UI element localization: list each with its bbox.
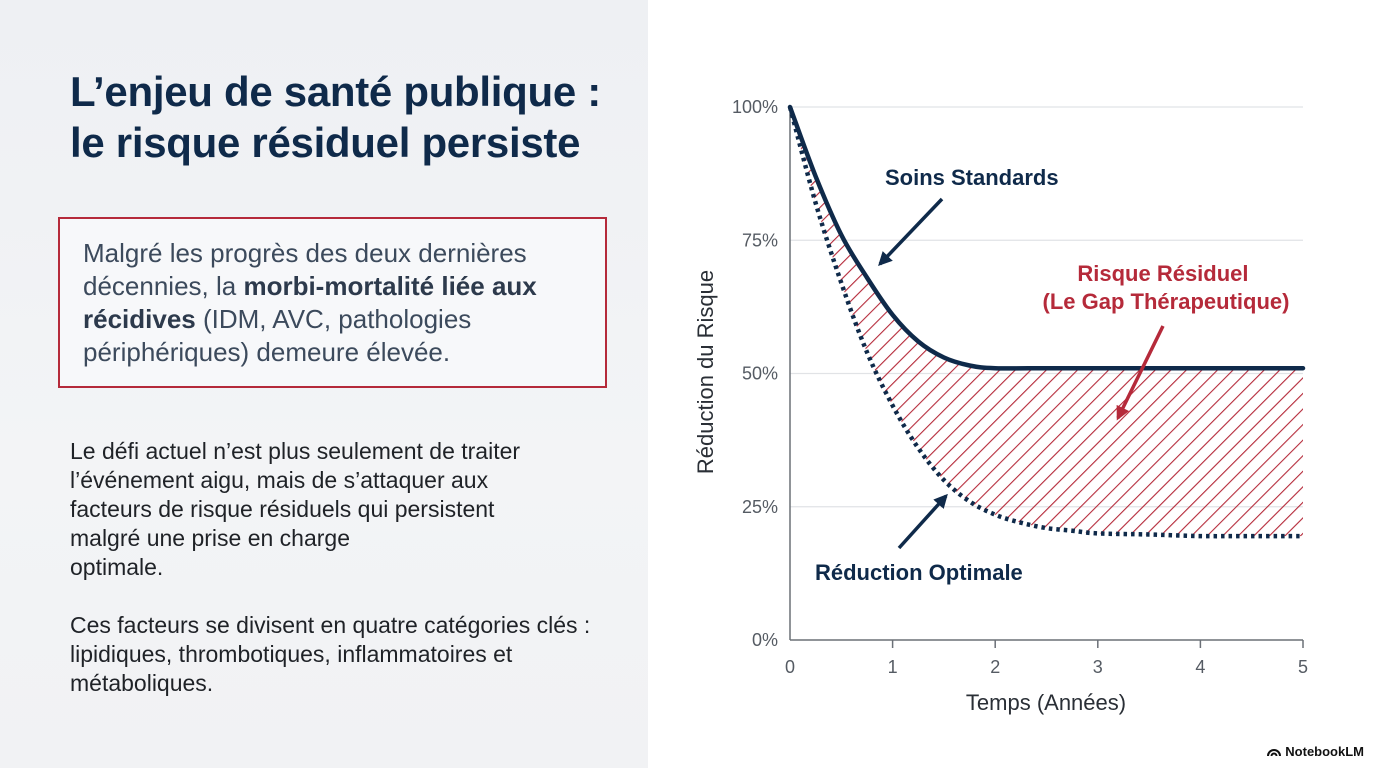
notebooklm-logo-icon	[1267, 748, 1282, 756]
para1-line-4: malgré une prise en charge	[70, 525, 350, 551]
x-tick-label: 2	[990, 657, 1000, 677]
y-tick-label: 25%	[742, 497, 778, 517]
annotation-soins-standards-arrow	[878, 197, 944, 267]
slide-title: L’enjeu de santé publique : le risque ré…	[70, 66, 640, 168]
series-line-soins-standards	[787, 104, 1306, 371]
callout-text: Malgré les progrès des deux dernières dé…	[83, 237, 593, 369]
x-tick-label: 1	[888, 657, 898, 677]
annotation-residual-risk-line-2: (Le Gap Thérapeutique)	[1043, 289, 1290, 314]
callout-text-bold: morbi-mortalité liée aux récidives	[83, 271, 537, 334]
body-paragraph-1: Le défi actuel n’est plus seulement de t…	[70, 437, 590, 582]
x-tick-label: 4	[1195, 657, 1205, 677]
callout-text-post: (IDM, AVC, pathologies périphériques) de…	[83, 304, 472, 367]
x-tick-label: 5	[1298, 657, 1308, 677]
y-tick-label: 0%	[752, 630, 778, 650]
annotation-residual-risk: Risque Résiduel (Le Gap Thérapeutique)	[1043, 261, 1290, 314]
x-tick-label: 0	[785, 657, 795, 677]
notebooklm-brand: NotebookLM	[1267, 744, 1364, 759]
series-line-reduction-optimale	[787, 106, 1303, 539]
y-axis-title: Réduction du Risque	[693, 270, 718, 474]
y-tick-label: 75%	[742, 230, 778, 250]
para1-line-3: facteurs de risque résiduels qui persist…	[70, 496, 495, 522]
annotation-reduction-optimale: Réduction Optimale	[815, 560, 1023, 585]
x-tick-label: 3	[1093, 657, 1103, 677]
y-tick-label: 50%	[742, 364, 778, 384]
para1-line-2: l’événement aigu, mais de s’attaquer aux	[70, 467, 489, 493]
title-line-2: le risque résiduel persiste	[70, 119, 581, 166]
annotation-residual-risk-arrow	[1116, 325, 1165, 421]
para1-line-1: Le défi actuel n’est plus seulement de t…	[70, 438, 521, 464]
y-tick-label: 100%	[732, 97, 778, 117]
body-paragraph-2: Ces facteurs se divisent en quatre catég…	[70, 612, 591, 696]
annotation-soins-standards: Soins Standards	[885, 165, 1059, 190]
callout-text-pre: Malgré les progrès des deux dernières dé…	[83, 238, 527, 301]
callout-box: Malgré les progrès des deux dernières dé…	[58, 217, 607, 388]
annotation-residual-risk-line-1: Risque Résiduel	[1077, 261, 1248, 286]
residual-risk-shaded-area	[790, 107, 1303, 537]
annotation-reduction-optimale-arrow	[897, 493, 948, 550]
risk-reduction-chart: 0% 25% 50% 75% 100% 0 1 2 3 4 5 Temps (Années) Réd…	[693, 97, 1308, 715]
title-line-1: L’enjeu de santé publique :	[70, 68, 601, 115]
x-axis-title: Temps (Années)	[966, 690, 1126, 715]
para1-line-5: optimale.	[70, 554, 164, 580]
brand-label: NotebookLM	[1285, 744, 1364, 759]
